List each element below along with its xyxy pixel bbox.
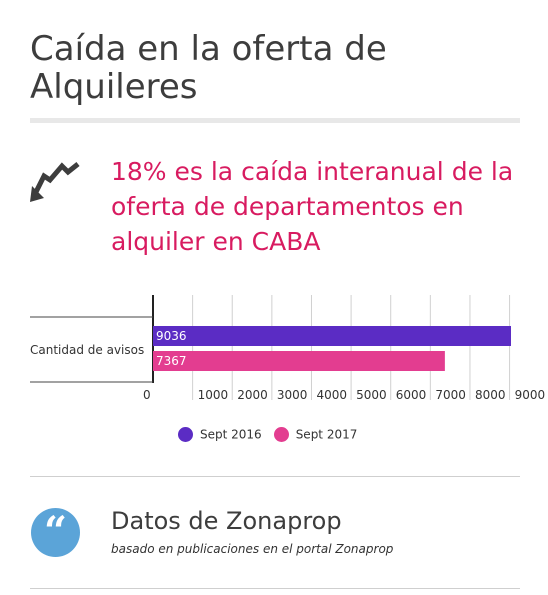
tick-label: 7000 <box>435 388 466 402</box>
bar-data-label: 9036 <box>156 329 187 343</box>
section-divider <box>30 476 520 477</box>
bar <box>153 351 445 371</box>
bar-data-label: 7367 <box>156 354 187 368</box>
bar-chart: 0 1000 2000 3000 4000 5000 6000 7000 8000 9000 Can… <box>30 295 546 402</box>
legend-item: Sept 2016 <box>178 427 262 442</box>
tick-label: 6000 <box>396 388 427 402</box>
tick-label: 3000 <box>277 388 308 402</box>
quote-glyph: “ <box>43 508 67 555</box>
legend-swatch <box>178 427 193 442</box>
bar <box>153 326 511 346</box>
tick-label: 9000 <box>515 388 546 402</box>
tick-label: 2000 <box>237 388 268 402</box>
tick-label: 5000 <box>356 388 387 402</box>
tick-label: 0 <box>143 388 151 402</box>
footer-divider <box>30 588 520 589</box>
tick-label: 4000 <box>316 388 347 402</box>
trend-down-arrow-icon <box>30 162 80 202</box>
page-title: Caída en la oferta de Alquileres <box>30 29 387 107</box>
legend-swatch <box>273 427 289 442</box>
legend-label: Sept 2016 <box>200 427 262 442</box>
headline: 18% es la caída interanual de la oferta … <box>111 157 514 256</box>
tick-label: 8000 <box>475 388 506 402</box>
chart-legend: Sept 2016 Sept 2017 <box>178 427 369 442</box>
legend-label: Sept 2017 <box>295 427 358 442</box>
title-divider <box>30 118 520 123</box>
category-label: Cantidad de avisos <box>30 343 144 357</box>
source-subtitle: basado en publicaciones en el portal Zon… <box>111 542 394 556</box>
quote-icon: “ <box>31 508 80 557</box>
legend-item: Sept 2017 <box>273 427 358 442</box>
tick-label: 1000 <box>198 388 229 402</box>
source-title: Datos de Zonaprop <box>111 507 342 535</box>
